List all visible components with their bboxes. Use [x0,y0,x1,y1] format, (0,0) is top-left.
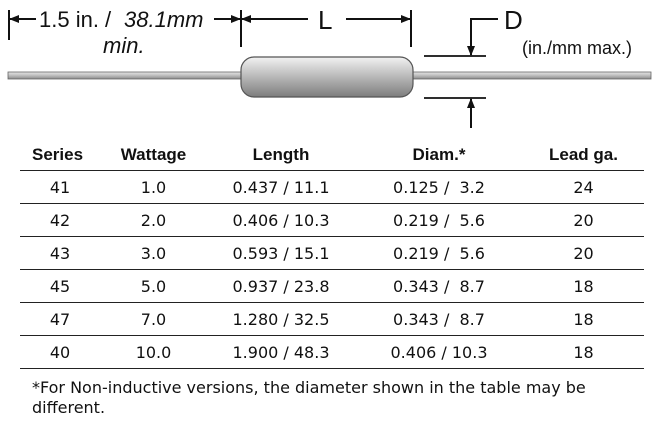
cell-lead-gauge: 20 [523,203,644,237]
header-wattage: Wattage [100,140,207,171]
cell-diameter: 0.219 / 5.6 [355,203,523,237]
resistor-dimension-diagram [7,10,652,128]
table-row: 41 1.0 0.437 / 11.1 0.125 / 3.2 24 [20,170,644,204]
cell-wattage: 10.0 [100,335,207,369]
cell-length: 0.406 / 10.3 [207,203,355,237]
table-row: 45 5.0 0.937 / 23.8 0.343 / 8.7 18 [20,269,644,303]
lead-length-inches: 1.5 in. / [39,7,112,32]
header-length: Length [207,140,355,171]
cell-wattage: 3.0 [100,236,207,270]
body-length-label: L [318,5,333,35]
cell-diameter: 0.125 / 3.2 [355,170,523,204]
cell-lead-gauge: 18 [523,335,644,369]
table-row: 40 10.0 1.900 / 48.3 0.406 / 10.3 18 [20,335,644,369]
cell-length: 1.280 / 32.5 [207,302,355,336]
header-lead-gauge: Lead ga. [523,140,644,171]
diameter-label: D [504,5,523,35]
cell-length: 0.437 / 11.1 [207,170,355,204]
cell-wattage: 5.0 [100,269,207,303]
diameter-units-note: (in./mm max.) [522,38,632,58]
cell-series: 41 [20,170,100,204]
cell-series: 40 [20,335,100,369]
cell-series: 42 [20,203,100,237]
cell-lead-gauge: 24 [523,170,644,204]
lead-length-mm: 38.1mm [124,7,204,32]
diameter-leader [470,18,498,42]
cell-wattage: 2.0 [100,203,207,237]
footnote: *For Non-inductive versions, the diamete… [32,378,586,417]
cell-diameter: 0.219 / 5.6 [355,236,523,270]
cell-lead-gauge: 18 [523,302,644,336]
cell-wattage: 7.0 [100,302,207,336]
cell-diameter: 0.406 / 10.3 [355,335,523,369]
cell-series: 45 [20,269,100,303]
table-header-row: Series Wattage Length Diam.* Lead ga. [20,140,644,171]
cell-diameter: 0.343 / 8.7 [355,302,523,336]
table-row: 42 2.0 0.406 / 10.3 0.219 / 5.6 20 [20,203,644,237]
cell-wattage: 1.0 [100,170,207,204]
cell-length: 1.900 / 48.3 [207,335,355,369]
cell-length: 0.593 / 15.1 [207,236,355,270]
cell-diameter: 0.343 / 8.7 [355,269,523,303]
table-row: 43 3.0 0.593 / 15.1 0.219 / 5.6 20 [20,236,644,270]
resistor-spec-table: Series Wattage Length Diam.* Lead ga. 41… [20,140,644,369]
lead-length-min-note: min. [103,33,145,58]
cell-lead-gauge: 20 [523,236,644,270]
resistor-body [240,56,414,98]
header-series: Series [20,140,100,171]
header-diameter: Diam.* [355,140,523,171]
cell-length: 0.937 / 23.8 [207,269,355,303]
table-row: 47 7.0 1.280 / 32.5 0.343 / 8.7 18 [20,302,644,336]
cell-lead-gauge: 18 [523,269,644,303]
cell-series: 43 [20,236,100,270]
cell-series: 47 [20,302,100,336]
